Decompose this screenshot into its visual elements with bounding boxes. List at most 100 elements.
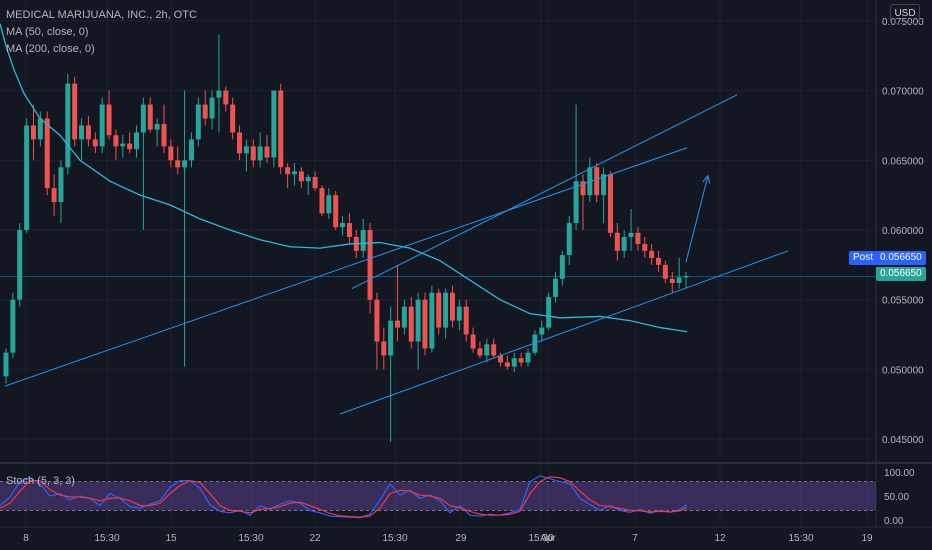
candle-body — [10, 299, 16, 353]
candle — [85, 115, 91, 147]
price-tick-label: 0.065000 — [882, 156, 924, 167]
candle — [552, 271, 558, 303]
candle-body — [580, 181, 586, 196]
stochastic-axis: 100.00 50.00 0.00 — [884, 468, 915, 527]
candle — [264, 135, 270, 164]
candle-body — [65, 83, 71, 168]
candle — [3, 348, 9, 384]
price-tick-label: 0.055000 — [882, 296, 924, 307]
candle — [44, 111, 50, 196]
time-tick-label: 15:30 — [528, 533, 553, 544]
projection-arrow-shaft[interactable] — [685, 175, 709, 263]
trendlines[interactable] — [4, 94, 789, 415]
candle-body — [202, 104, 208, 119]
candle — [230, 97, 236, 140]
candle-body — [491, 344, 497, 356]
candle-body — [140, 104, 146, 133]
stoch-legend[interactable]: Stoch (5, 3, 3) — [6, 475, 76, 487]
candle-body — [264, 146, 270, 158]
candle — [580, 174, 586, 230]
candle-body — [566, 223, 572, 256]
candle — [154, 118, 160, 147]
stoch-d-line — [0, 476, 688, 518]
candle — [161, 104, 167, 154]
trendline-3[interactable] — [351, 94, 738, 289]
candle — [484, 338, 490, 363]
time-tick-label: Apr — [540, 533, 556, 544]
candle — [669, 271, 675, 293]
candle — [30, 104, 36, 161]
candle-body — [85, 125, 91, 140]
candlestick-series — [3, 34, 689, 442]
candle-body — [51, 188, 57, 203]
candle-body — [532, 334, 538, 353]
currency-badge[interactable]: USD — [890, 4, 920, 24]
candle-body — [360, 230, 366, 251]
candle-body — [333, 195, 339, 228]
candle — [436, 288, 442, 335]
candle — [72, 76, 78, 147]
candle — [456, 299, 462, 331]
candle-body — [552, 278, 558, 297]
candle — [559, 250, 565, 286]
candle-body — [134, 132, 140, 150]
candle — [168, 139, 174, 168]
candle-body — [408, 306, 414, 342]
trendline-1[interactable] — [4, 147, 688, 387]
candle-body — [99, 104, 105, 147]
projection-arrow-head[interactable] — [702, 174, 711, 184]
candle-body — [388, 320, 394, 356]
trendline-2[interactable] — [339, 250, 789, 415]
candle — [539, 320, 545, 342]
candle-body — [628, 232, 634, 237]
candle-body — [291, 171, 297, 175]
candle — [134, 125, 140, 158]
candle — [333, 190, 339, 230]
candle — [360, 218, 366, 258]
candle — [271, 90, 277, 168]
time-tick-label: 15:30 — [382, 533, 407, 544]
candle-body — [120, 143, 126, 147]
candle-body — [216, 90, 222, 98]
candle-body — [601, 174, 607, 196]
candle — [649, 243, 655, 265]
candle-body — [113, 135, 119, 147]
candle-body — [319, 188, 325, 214]
candle — [243, 139, 249, 172]
stochastic-pane[interactable] — [0, 475, 876, 519]
ma50-line — [0, 23, 688, 333]
candle-body — [285, 167, 291, 175]
post-price-tag: 0.056650 — [876, 251, 926, 265]
candle-body — [436, 292, 442, 328]
time-tick-label: 15:30 — [788, 533, 813, 544]
candle-body — [559, 255, 565, 279]
candle — [525, 348, 531, 367]
candle — [628, 209, 634, 251]
candle-body — [182, 160, 188, 168]
candle — [209, 90, 215, 130]
candle — [401, 299, 407, 335]
candle-body — [422, 299, 428, 349]
candle — [656, 250, 662, 272]
candle-body — [477, 348, 483, 356]
candle-body — [92, 139, 98, 147]
candle-body — [607, 174, 613, 233]
candle — [546, 292, 552, 331]
ma200-legend[interactable]: MA (200, close, 0) — [6, 43, 95, 55]
candle-body — [642, 243, 648, 251]
moving-average-series — [0, 23, 688, 333]
price-axis[interactable]: 0.075000 0.070000 0.065000 0.060000 0.055000… — [882, 17, 924, 446]
ma50-legend[interactable]: MA (50, close, 0) — [6, 26, 89, 38]
candle-body — [346, 223, 352, 237]
candle-body — [278, 90, 284, 168]
candle — [518, 352, 524, 367]
last-price-tag: 0.056650 — [876, 267, 926, 281]
price-tick-label: 0.070000 — [882, 87, 924, 98]
candle-body — [237, 132, 243, 154]
candle-body — [656, 257, 662, 265]
candle-body — [257, 146, 263, 161]
candle-body — [443, 292, 449, 328]
candle-body — [614, 232, 620, 251]
